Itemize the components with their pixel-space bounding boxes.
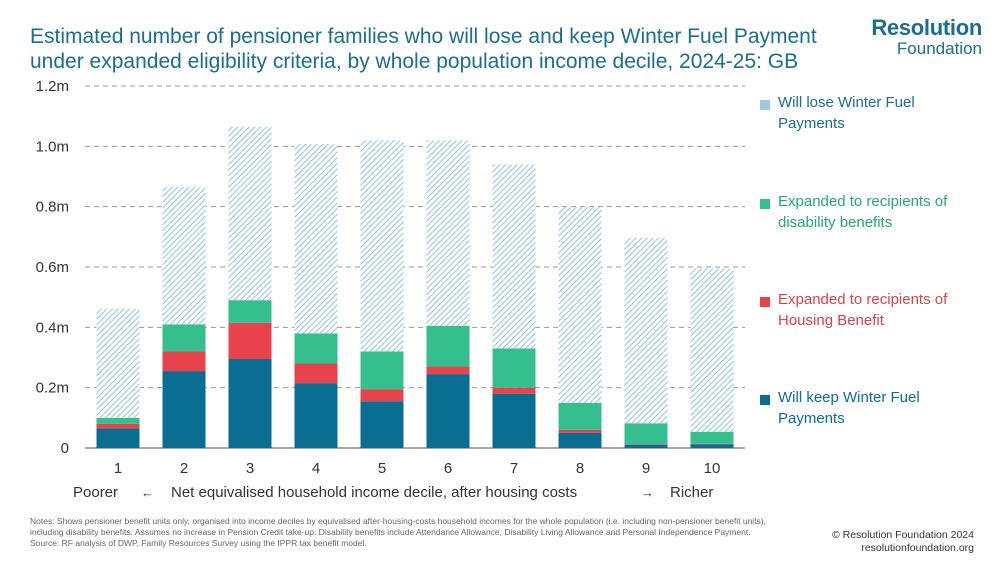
notes-text: Notes: Shows pensioner benefit units onl… bbox=[30, 516, 767, 537]
bar-segment-lose bbox=[360, 140, 404, 352]
bar-stack-decile-6 bbox=[426, 140, 470, 448]
bar-segment-keep bbox=[96, 428, 140, 448]
x-tick-label: 9 bbox=[642, 460, 650, 477]
bar-stack-decile-4 bbox=[294, 143, 338, 448]
bars bbox=[96, 126, 734, 448]
bar-stack-decile-10 bbox=[690, 268, 734, 448]
bar-stack-decile-3 bbox=[228, 126, 272, 448]
bar-segment-disability bbox=[558, 402, 602, 430]
y-tick-label: 0.8m bbox=[36, 199, 69, 216]
y-tick-label: 0.6m bbox=[36, 259, 69, 276]
x-tick-label: 3 bbox=[246, 460, 254, 477]
chart-title: Estimated number of pensioner families w… bbox=[30, 25, 817, 73]
bar-segment-disability bbox=[426, 325, 470, 367]
legend-swatch-lose bbox=[760, 100, 770, 110]
x-tick-label: 5 bbox=[378, 460, 386, 477]
x-tick-label: 2 bbox=[180, 460, 188, 477]
bar-segment-lose bbox=[492, 164, 536, 349]
x-tick-label: 10 bbox=[704, 460, 721, 477]
bar-segment-housing bbox=[96, 423, 140, 429]
bar-segment-keep bbox=[162, 371, 206, 448]
legend-swatch-housing bbox=[760, 297, 770, 307]
bar-segment-housing bbox=[228, 322, 272, 360]
bar-segment-housing bbox=[294, 363, 338, 384]
y-axis-ticks: 0 0.2m 0.4m 0.6m 0.8m 1.0m 1.2m bbox=[36, 78, 69, 457]
x-tick-label: 8 bbox=[576, 460, 584, 477]
x-tick-label: 7 bbox=[510, 460, 518, 477]
bar-segment-housing bbox=[558, 429, 602, 433]
x-label-poorer: Poorer bbox=[73, 484, 118, 501]
x-arrow-right: → bbox=[641, 485, 654, 500]
y-tick-label: 0.4m bbox=[36, 319, 69, 336]
bar-segment-disability bbox=[492, 348, 536, 388]
legend-label-keep: Will keep Winter Fuel Payments bbox=[778, 389, 920, 427]
bar-segment-disability bbox=[624, 423, 668, 445]
bar-segment-disability bbox=[360, 351, 404, 390]
x-axis-ticks: 1 2 3 4 5 6 7 8 9 10 bbox=[114, 460, 721, 477]
bar-segment-lose bbox=[558, 207, 602, 403]
bar-stack-decile-1 bbox=[96, 308, 140, 448]
x-axis-label: Net equivalised household income decile,… bbox=[171, 484, 577, 501]
y-tick-label: 1.0m bbox=[36, 138, 69, 155]
x-arrow-left: ← bbox=[141, 485, 154, 500]
copyright-text: © Resolution Foundation 2024 bbox=[831, 529, 974, 541]
bar-segment-lose bbox=[96, 308, 140, 418]
y-tick-label: 1.2m bbox=[36, 78, 69, 95]
bar-segment-housing bbox=[360, 389, 404, 402]
x-tick-label: 1 bbox=[114, 460, 122, 477]
bar-segment-disability bbox=[228, 300, 272, 323]
bar-segment-housing bbox=[162, 351, 206, 372]
bar-stack-decile-7 bbox=[492, 164, 536, 448]
bar-segment-housing bbox=[624, 444, 668, 445]
bar-segment-lose bbox=[162, 187, 206, 325]
resolution-foundation-logo: Resolution Foundation bbox=[871, 16, 982, 58]
source-text: Source: RF analysis of DWP, Family Resou… bbox=[30, 538, 367, 548]
copyright-block: © Resolution Foundation 2024 resolutionf… bbox=[832, 529, 974, 555]
bar-segment-keep bbox=[228, 359, 272, 448]
bar-stack-decile-9 bbox=[624, 237, 668, 448]
bar-segment-keep bbox=[558, 432, 602, 448]
bar-segment-lose bbox=[228, 126, 272, 301]
bar-stack-decile-8 bbox=[558, 207, 602, 448]
x-tick-label: 4 bbox=[312, 460, 320, 477]
bar-segment-disability bbox=[96, 417, 140, 424]
bar-segment-lose bbox=[624, 237, 668, 424]
chart-notes: Notes: Shows pensioner benefit units onl… bbox=[30, 516, 790, 549]
bar-segment-disability bbox=[162, 324, 206, 352]
bar-segment-disability bbox=[294, 333, 338, 364]
bar-stack-decile-2 bbox=[162, 187, 206, 448]
bar-segment-lose bbox=[426, 140, 470, 326]
y-tick-label: 0.2m bbox=[36, 380, 69, 397]
logo-text-bottom: Foundation bbox=[896, 39, 982, 58]
x-label-richer: Richer bbox=[670, 484, 713, 501]
legend-swatch-keep bbox=[760, 395, 770, 405]
bar-segment-housing bbox=[690, 443, 734, 445]
bar-segment-lose bbox=[294, 143, 338, 334]
y-tick-label: 0 bbox=[61, 440, 69, 457]
x-axis-label-group: Poorer ← Net equivalised household incom… bbox=[73, 484, 713, 501]
legend-swatch-disability bbox=[760, 199, 770, 209]
bar-segment-keep bbox=[492, 393, 536, 448]
legend-label-disability: Expanded to recipients of disability ben… bbox=[778, 193, 948, 231]
website-text: resolutionfoundation.org bbox=[861, 542, 974, 554]
bar-segment-keep bbox=[690, 444, 734, 448]
legend-label-housing: Expanded to recipients of Housing Benefi… bbox=[778, 291, 948, 329]
stacked-bar-chart: 0 0.2m 0.4m 0.6m 0.8m 1.0m 1.2m 1 2 3 4 5 6 7 8 9 10 Po… bbox=[36, 78, 745, 501]
bar-segment-keep bbox=[294, 383, 338, 448]
logo-text-top: Resolution bbox=[871, 15, 982, 40]
bar-segment-housing bbox=[492, 387, 536, 394]
legend-label-lose: Will lose Winter Fuel Payments bbox=[778, 94, 915, 132]
bar-segment-keep bbox=[624, 444, 668, 448]
bar-segment-lose bbox=[690, 268, 734, 432]
bar-segment-housing bbox=[426, 366, 470, 375]
x-tick-label: 6 bbox=[444, 460, 452, 477]
bar-segment-disability bbox=[690, 431, 734, 444]
bar-segment-keep bbox=[360, 401, 404, 448]
bar-segment-keep bbox=[426, 374, 470, 448]
bar-stack-decile-5 bbox=[360, 140, 404, 448]
